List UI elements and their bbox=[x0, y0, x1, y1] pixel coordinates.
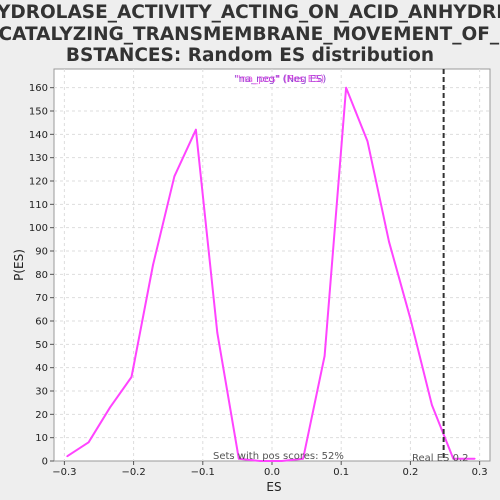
y-axis-label: P(ES) bbox=[12, 249, 26, 281]
chart-title-line-3: BSTANCES: Random ES distribution bbox=[66, 45, 434, 66]
legend-entry-neg: "na_neg" (Neg ES) bbox=[234, 74, 326, 85]
y-tick-label: 90 bbox=[35, 247, 48, 258]
legend-entry-pos: "na_pos" (Pos ES) bbox=[236, 74, 324, 85]
series-point bbox=[152, 264, 154, 266]
series-point bbox=[302, 457, 304, 460]
x-tick-label: 0.0 bbox=[264, 467, 280, 478]
x-tick-label: 0.2 bbox=[402, 467, 418, 478]
series-point bbox=[323, 355, 326, 357]
x-tick-label: 0.3 bbox=[472, 467, 488, 478]
series-point bbox=[280, 460, 283, 462]
y-tick-label: 40 bbox=[35, 363, 48, 374]
legend: "na_neg" (Neg ES) "na_pos" (Pos ES) bbox=[234, 74, 326, 85]
series-point bbox=[173, 175, 176, 178]
chart-title-line-2: ESCATALYZING_TRANSMEMBRANE_MOVEMENT_OF_S… bbox=[0, 24, 500, 45]
series-point bbox=[109, 406, 111, 409]
chart-title-line-1: HYDROLASE_ACTIVITY_ACTING_ON_ACID_ANHYDR… bbox=[0, 2, 500, 23]
y-tick-label: 70 bbox=[35, 293, 48, 304]
series-point bbox=[195, 128, 197, 131]
series-point bbox=[87, 441, 90, 444]
x-axis: −0.3 −0.2 −0.1 0.0 0.1 0.2 0.3 bbox=[52, 461, 488, 478]
y-tick-label: 160 bbox=[29, 83, 48, 94]
series-point bbox=[130, 376, 133, 378]
y-tick-label: 150 bbox=[29, 107, 48, 118]
series-point bbox=[216, 331, 219, 334]
y-tick-label: 110 bbox=[29, 200, 48, 211]
series-point bbox=[66, 455, 68, 458]
y-tick-label: 20 bbox=[35, 410, 48, 421]
x-tick-label: −0.2 bbox=[121, 467, 145, 478]
plot-area bbox=[53, 68, 491, 462]
y-tick-label: 130 bbox=[29, 153, 48, 164]
series-point bbox=[237, 457, 240, 460]
grid-lines bbox=[54, 69, 490, 461]
real-es-annotation: Real ES 0.2 bbox=[412, 453, 468, 464]
pos-scores-annotation: Sets with pos scores: 52% bbox=[213, 451, 344, 462]
y-tick-label: 50 bbox=[35, 340, 48, 351]
series-point bbox=[473, 457, 476, 460]
series-layer bbox=[66, 86, 476, 462]
series-point bbox=[259, 460, 262, 462]
series-point bbox=[409, 317, 412, 320]
x-axis-label: ES bbox=[266, 480, 281, 494]
x-tick-label: −0.3 bbox=[52, 467, 76, 478]
y-tick-label: 80 bbox=[35, 270, 48, 281]
y-tick-label: 140 bbox=[29, 130, 48, 141]
y-tick-label: 60 bbox=[35, 317, 48, 328]
x-tick-label: −0.1 bbox=[191, 467, 215, 478]
series-point bbox=[366, 140, 369, 143]
y-tick-label: 10 bbox=[35, 433, 48, 444]
y-axis: 0 10 20 30 40 50 60 70 80 90 100 110 120 130 140 150 160 bbox=[29, 83, 54, 468]
y-tick-label: 120 bbox=[29, 177, 48, 188]
x-tick-label: 0.1 bbox=[333, 467, 349, 478]
series-point bbox=[345, 86, 347, 89]
series-point bbox=[388, 240, 390, 243]
y-tick-label: 100 bbox=[29, 223, 48, 234]
series-line bbox=[66, 86, 475, 462]
y-tick-label: 0 bbox=[42, 457, 48, 468]
series-point bbox=[431, 404, 433, 406]
y-tick-label: 30 bbox=[35, 387, 48, 398]
chart-title: HYDROLASE_ACTIVITY_ACTING_ON_ACID_ANHYDR… bbox=[0, 2, 500, 66]
series-point bbox=[452, 457, 455, 460]
